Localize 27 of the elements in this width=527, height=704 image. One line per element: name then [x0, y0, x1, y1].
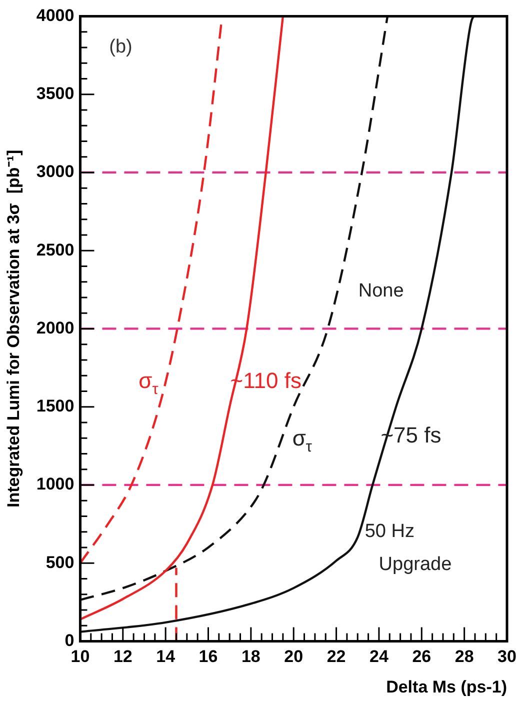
x-tick-label: 16: [198, 647, 218, 666]
x-tick-label: 22: [326, 647, 346, 666]
line-series: [80, 16, 284, 620]
y-tick-label: 3500: [36, 84, 74, 104]
y-tick-label: 0: [64, 630, 74, 650]
x-axis-title: Delta Ms (ps-1): [386, 677, 507, 696]
y-tick-label: 2000: [36, 318, 74, 338]
x-tick-label: 10: [70, 647, 90, 666]
x-tick-label: 30: [498, 647, 516, 666]
x-tick-label: 20: [284, 647, 304, 666]
y-tick-label: 3000: [36, 162, 74, 182]
x-tick-label: 24: [370, 647, 389, 666]
x-tick-label: 18: [241, 647, 260, 666]
x-tick-label: 26: [412, 647, 432, 666]
y-axis-title: Integrated Lumi for Observation at 3σ [pb⁻¹]: [4, 150, 23, 508]
annotation: 50 Hz: [364, 521, 414, 542]
y-tick-label: 2500: [36, 240, 74, 260]
x-tick-label: 28: [454, 647, 474, 666]
annotation: (b): [109, 36, 132, 58]
annotation: None: [358, 280, 404, 302]
annotation: Upgrade: [378, 554, 452, 576]
y-tick-label: 1500: [36, 396, 74, 416]
y-tick-label: 500: [46, 552, 74, 572]
x-tick-label: 12: [113, 647, 132, 666]
y-tick-label: 1000: [36, 474, 74, 494]
x-tick-label: 14: [156, 647, 176, 666]
y-tick-label: 4000: [36, 6, 74, 25]
